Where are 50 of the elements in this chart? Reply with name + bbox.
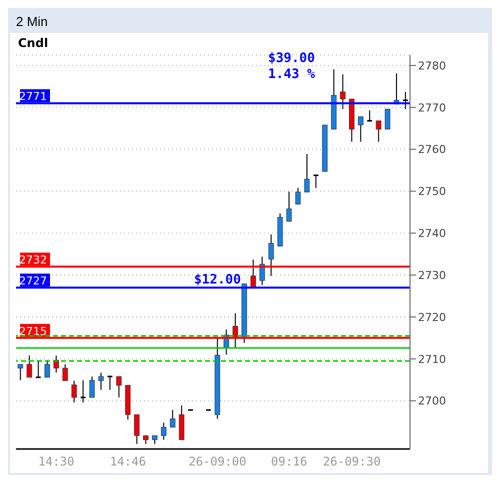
candlestick <box>304 153 310 193</box>
candlestick <box>286 191 292 222</box>
candlestick <box>295 187 301 205</box>
annotation: $39.00 <box>268 51 315 66</box>
candlestick <box>44 360 50 378</box>
y-tick-label: 2780 <box>418 59 446 72</box>
candlestick <box>89 376 95 398</box>
y-tick-label: 2720 <box>418 310 446 324</box>
candlestick <box>312 174 320 188</box>
candlestick <box>376 120 382 142</box>
candlestick <box>18 364 24 381</box>
ref-line-label: 2727 <box>19 274 47 288</box>
candlestick <box>116 376 122 398</box>
y-tick-label: 2700 <box>418 394 446 408</box>
y-tick-label: 2710 <box>418 352 446 366</box>
y-tick-label: 2730 <box>418 268 446 282</box>
y-tick-label: 2770 <box>418 101 446 114</box>
candlestick <box>402 91 409 110</box>
candlestick <box>259 256 265 286</box>
candlestick <box>80 380 86 403</box>
x-tick-label: 26-09:00 <box>188 454 246 469</box>
candlestick <box>98 372 104 390</box>
candlestick <box>71 380 77 403</box>
x-tick-label: 14:30 <box>38 454 74 469</box>
candlestick <box>26 355 32 378</box>
candlestick <box>358 116 364 142</box>
candlestick <box>35 360 42 378</box>
candlestick <box>106 376 114 390</box>
ref-line-label: 2715 <box>19 324 47 338</box>
annotation: 1.43 % <box>268 67 315 82</box>
candlestick <box>134 414 140 444</box>
x-tick-label: 26-09:30 <box>322 454 381 469</box>
y-tick-label: 2740 <box>418 227 446 240</box>
x-tick-label: 14:46 <box>110 454 146 469</box>
y-tick-label: 2750 <box>418 185 446 198</box>
chart-title: 2 Min <box>15 13 49 31</box>
ref-line-label: 2732 <box>19 254 47 267</box>
candlestick <box>62 364 68 382</box>
y-tick-label: 2760 <box>418 143 446 156</box>
candlestick <box>384 108 390 130</box>
candlestick <box>268 234 274 276</box>
annotation: $12.00 <box>194 272 242 288</box>
text: Cndl <box>18 36 48 50</box>
candlestick <box>366 110 373 122</box>
candlestick <box>250 259 256 288</box>
x-tick-label: 09:16 <box>271 454 308 469</box>
candlestick <box>170 410 176 428</box>
ref-line-label: 2771 <box>19 90 47 104</box>
candlestick <box>340 74 346 110</box>
candlestick <box>160 422 166 440</box>
